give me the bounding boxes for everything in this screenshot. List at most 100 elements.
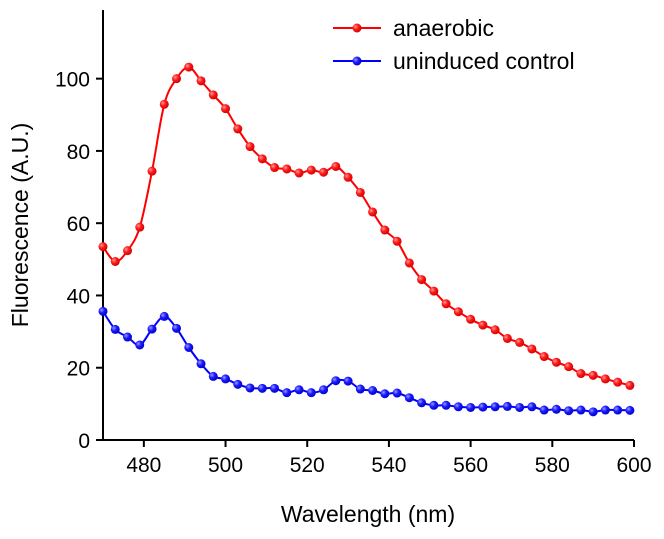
data-point-uninduced-control: [564, 406, 574, 416]
data-point-anaerobic: [196, 76, 206, 86]
data-point-uninduced-control: [245, 383, 255, 393]
data-point-uninduced-control: [527, 402, 537, 412]
legend-label-uninduced-control: uninduced control: [393, 48, 575, 74]
data-point-uninduced-control: [110, 324, 120, 334]
legend-marker-anaerobic: [352, 23, 362, 33]
data-point-uninduced-control: [196, 359, 206, 369]
legend-item-uninduced-control: uninduced control: [333, 48, 575, 74]
data-point-uninduced-control: [576, 405, 586, 415]
data-point-uninduced-control: [404, 393, 414, 403]
data-point-anaerobic: [343, 172, 353, 182]
data-point-uninduced-control: [429, 400, 439, 410]
data-point-anaerobic: [319, 167, 329, 177]
data-point-uninduced-control: [539, 405, 549, 415]
data-point-anaerobic: [527, 344, 537, 354]
data-point-anaerobic: [515, 337, 525, 347]
data-point-uninduced-control: [551, 404, 561, 414]
y-tick-label: 80: [67, 141, 90, 164]
data-point-anaerobic: [392, 236, 402, 246]
data-point-uninduced-control: [294, 385, 304, 395]
data-point-anaerobic: [441, 299, 451, 309]
data-point-uninduced-control: [625, 405, 635, 415]
data-point-anaerobic: [110, 256, 120, 266]
y-tick-label: 0: [78, 430, 90, 453]
data-point-anaerobic: [588, 370, 598, 380]
data-point-uninduced-control: [135, 340, 145, 350]
data-point-uninduced-control: [355, 384, 365, 394]
data-point-uninduced-control: [159, 311, 169, 321]
data-point-anaerobic: [221, 104, 231, 114]
legend-label-anaerobic: anaerobic: [393, 15, 494, 41]
data-point-uninduced-control: [368, 385, 378, 395]
data-point-anaerobic: [355, 187, 365, 197]
data-point-uninduced-control: [257, 383, 267, 393]
y-axis-label: Fluorescence (A.U.): [7, 123, 33, 328]
data-point-uninduced-control: [380, 389, 390, 399]
data-point-anaerobic: [257, 154, 267, 164]
data-point-uninduced-control: [613, 405, 623, 415]
x-tick-label: 480: [126, 454, 161, 477]
data-point-uninduced-control: [392, 388, 402, 398]
data-point-anaerobic: [172, 74, 182, 84]
data-point-anaerobic: [625, 380, 635, 390]
data-point-anaerobic: [404, 258, 414, 268]
x-axis-label: Wavelength (nm): [281, 501, 455, 527]
data-point-uninduced-control: [184, 342, 194, 352]
data-point-anaerobic: [98, 242, 108, 252]
data-point-anaerobic: [123, 246, 133, 256]
x-tick-label: 520: [290, 454, 325, 477]
data-point-anaerobic: [380, 225, 390, 235]
legend-marker-uninduced-control: [352, 56, 362, 66]
data-point-anaerobic: [245, 142, 255, 152]
data-point-uninduced-control: [331, 376, 341, 386]
data-point-anaerobic: [613, 377, 623, 387]
x-tick-label: 560: [453, 454, 488, 477]
data-point-uninduced-control: [221, 374, 231, 384]
legend-item-anaerobic: anaerobic: [333, 15, 494, 41]
data-point-uninduced-control: [98, 306, 108, 316]
legend: anaerobic uninduced control: [333, 15, 575, 74]
data-point-uninduced-control: [343, 376, 353, 386]
data-point-anaerobic: [490, 325, 500, 335]
data-point-anaerobic: [600, 374, 610, 384]
data-point-anaerobic: [306, 165, 316, 175]
data-point-uninduced-control: [270, 383, 280, 393]
data-point-uninduced-control: [515, 402, 525, 412]
axes: 480 500 520 540 560 580 600 0 20 40 60 80 100: [55, 10, 652, 477]
data-point-uninduced-control: [282, 388, 292, 398]
data-point-uninduced-control: [600, 405, 610, 415]
data-point-anaerobic: [466, 314, 476, 324]
data-point-anaerobic: [208, 90, 218, 100]
data-point-anaerobic: [368, 207, 378, 217]
data-point-anaerobic: [539, 352, 549, 362]
data-point-anaerobic: [551, 357, 561, 367]
data-point-uninduced-control: [478, 402, 488, 412]
data-point-uninduced-control: [453, 402, 463, 412]
data-point-anaerobic: [576, 369, 586, 379]
data-point-uninduced-control: [208, 371, 218, 381]
y-tick-label: 20: [67, 358, 90, 381]
data-point-anaerobic: [453, 307, 463, 317]
data-point-anaerobic: [282, 164, 292, 174]
data-point-uninduced-control: [172, 323, 182, 333]
data-point-anaerobic: [331, 161, 341, 171]
data-point-anaerobic: [147, 166, 157, 176]
x-tick-label: 600: [616, 454, 651, 477]
data-point-anaerobic: [184, 62, 194, 72]
data-point-uninduced-control: [306, 388, 316, 398]
x-tick-label: 500: [208, 454, 243, 477]
data-point-anaerobic: [429, 286, 439, 296]
data-point-anaerobic: [233, 124, 243, 134]
y-tick-label: 60: [67, 213, 90, 236]
data-point-uninduced-control: [417, 398, 427, 408]
data-point-uninduced-control: [147, 324, 157, 334]
data-point-anaerobic: [294, 168, 304, 178]
data-point-uninduced-control: [233, 379, 243, 389]
series-group: [98, 62, 635, 417]
data-point-anaerobic: [478, 320, 488, 330]
data-point-uninduced-control: [502, 401, 512, 411]
x-tick-label: 540: [371, 454, 406, 477]
data-point-anaerobic: [502, 333, 512, 343]
data-point-anaerobic: [135, 222, 145, 232]
